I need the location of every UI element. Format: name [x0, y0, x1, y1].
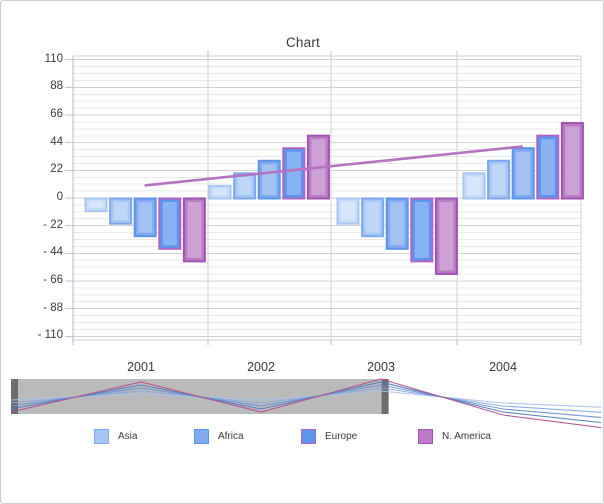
x-axis-label-2004: 2004: [489, 360, 517, 374]
bar-highlight: [365, 202, 380, 233]
y-axis-label: - 44: [43, 246, 63, 259]
chart-title: Chart: [285, 35, 320, 50]
y-axis-label: 66: [50, 108, 63, 121]
bar-highlight: [162, 202, 177, 246]
bar-series-1-2001[interactable]: [84, 197, 108, 213]
bar-n-america-2004[interactable]: [560, 122, 584, 200]
y-axis-label: - 88: [43, 301, 63, 314]
y-axis-label: - 110: [37, 329, 63, 342]
bar-series-1-2003[interactable]: [336, 197, 360, 225]
range-selector-left-handle[interactable]: [11, 379, 18, 414]
legend-item-n-america[interactable]: N. America: [418, 429, 491, 444]
bar-highlight: [439, 202, 454, 271]
bar-africa-2004[interactable]: [511, 147, 535, 200]
bar-highlight: [138, 202, 153, 233]
trend-line: [144, 145, 523, 187]
bar-europe-2004[interactable]: [536, 134, 560, 200]
bar-africa-2003[interactable]: [385, 197, 409, 250]
legend-swatch-n-america: [418, 429, 433, 444]
x-axis-label-2003: 2003: [367, 360, 395, 374]
bar-highlight: [467, 176, 481, 195]
x-axis-label-2002: 2002: [247, 360, 275, 374]
bar-highlight: [565, 126, 580, 195]
bar-europe-2002[interactable]: [282, 147, 306, 200]
bar-asia-2003[interactable]: [361, 197, 385, 238]
bar-highlight: [262, 164, 277, 195]
bar-asia-2001[interactable]: [109, 197, 133, 225]
legend-item-africa[interactable]: Africa: [194, 429, 244, 444]
bar-asia-2004[interactable]: [487, 159, 511, 200]
bar-highlight: [414, 202, 429, 258]
legend-label: Africa: [218, 431, 244, 442]
bar-highlight: [516, 151, 531, 195]
bar-series-1-2002[interactable]: [208, 184, 232, 200]
y-axis-label: 0: [56, 191, 63, 203]
legend-swatch-africa: [194, 429, 209, 444]
bar-highlight: [113, 202, 128, 221]
legend-swatch-asia: [94, 429, 109, 444]
bar-n-america-2003[interactable]: [434, 197, 458, 275]
y-axis-label: 22: [50, 163, 63, 176]
bar-highlight: [213, 189, 227, 195]
x-axis-label-2001: 2001: [127, 360, 155, 374]
legend-swatch-europe: [301, 429, 316, 444]
bar-highlight: [89, 202, 103, 208]
range-selector-right-handle[interactable]: [381, 379, 389, 414]
bar-highlight: [237, 176, 252, 195]
legend-label: N. America: [442, 431, 491, 442]
y-axis-label: 110: [44, 52, 63, 65]
bar-africa-2001[interactable]: [133, 197, 157, 238]
navigator-preview-line-n-america: [10, 378, 602, 429]
y-axis-label: - 66: [43, 273, 63, 286]
bar-highlight: [491, 164, 506, 195]
bar-highlight: [286, 151, 301, 195]
legend-label: Europe: [325, 431, 358, 442]
bar-africa-2002[interactable]: [257, 159, 281, 200]
bar-europe-2001[interactable]: [158, 197, 182, 250]
bar-europe-2003[interactable]: [410, 197, 434, 263]
bar-n-america-2001[interactable]: [182, 197, 206, 263]
bar-series-1-2004[interactable]: [462, 172, 486, 200]
bar-highlight: [390, 202, 405, 246]
legend-item-asia[interactable]: Asia: [94, 429, 137, 444]
bar-highlight: [341, 202, 355, 221]
y-axis-label: 88: [50, 80, 63, 93]
legend-item-europe[interactable]: Europe: [301, 429, 357, 444]
y-axis-label: 44: [50, 135, 63, 148]
y-axis-label: - 22: [43, 218, 63, 231]
bar-asia-2002[interactable]: [233, 172, 257, 200]
legend-label: Asia: [118, 431, 138, 442]
bar-highlight: [187, 202, 202, 258]
bar-highlight: [540, 139, 555, 195]
